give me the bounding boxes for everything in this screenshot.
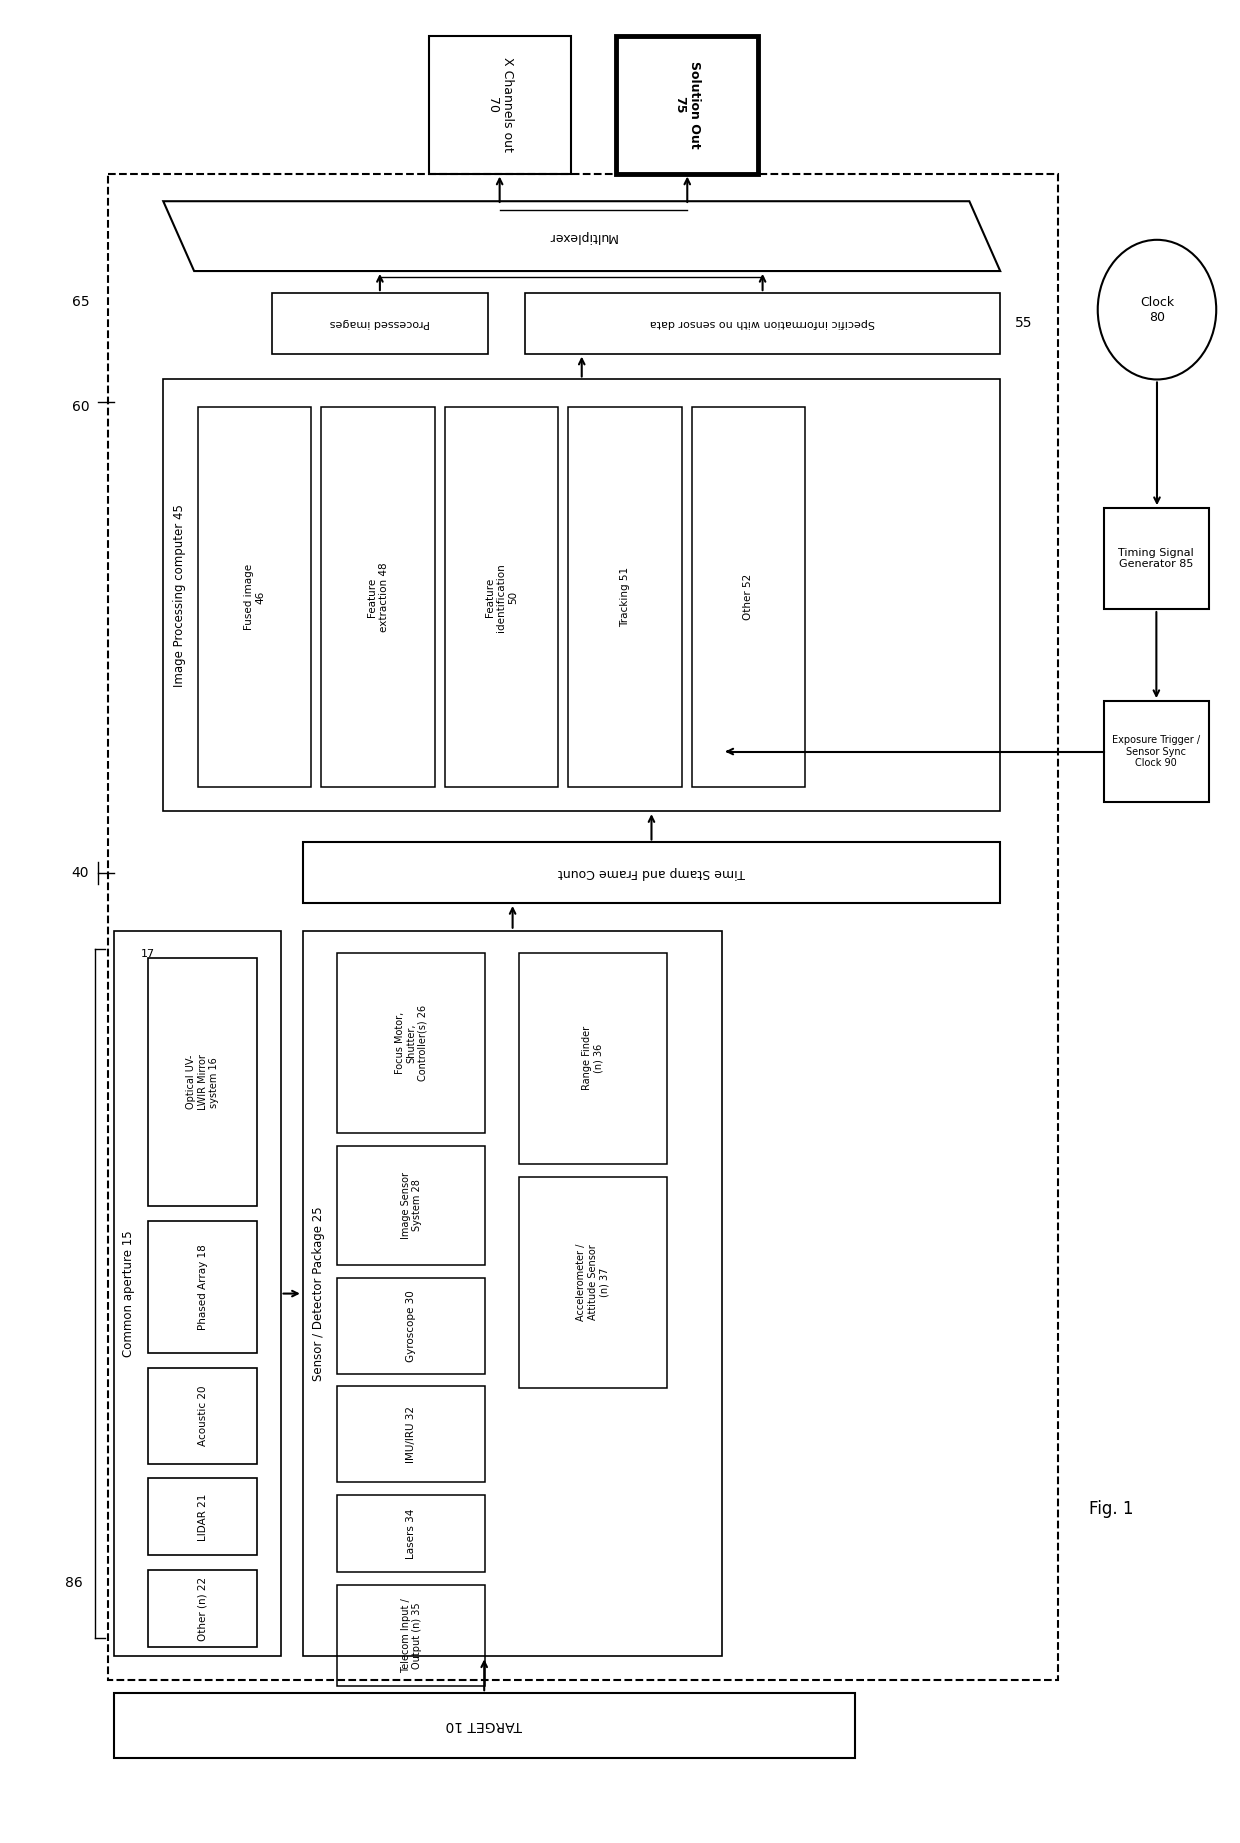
- Bar: [337, 1585, 485, 1686]
- Text: X Channels out
70: X Channels out 70: [486, 57, 513, 153]
- Bar: [198, 407, 311, 787]
- Text: Time Stamp and Frame Count: Time Stamp and Frame Count: [558, 866, 745, 879]
- Text: Fig. 1: Fig. 1: [1089, 1500, 1133, 1519]
- Bar: [337, 1386, 485, 1482]
- Bar: [429, 35, 570, 173]
- Bar: [525, 293, 1001, 354]
- Text: 65: 65: [72, 295, 89, 310]
- Text: 40: 40: [72, 866, 89, 879]
- Bar: [149, 958, 257, 1207]
- Text: Image Sensor
System 28: Image Sensor System 28: [401, 1172, 422, 1238]
- Bar: [568, 407, 682, 787]
- Text: Clock
80: Clock 80: [1140, 295, 1174, 324]
- Text: Multiplexer: Multiplexer: [547, 230, 616, 243]
- Bar: [616, 35, 758, 173]
- Bar: [108, 173, 1058, 1681]
- Text: Fused image
46: Fused image 46: [244, 564, 265, 630]
- Text: Feature
extraction 48: Feature extraction 48: [367, 562, 389, 632]
- Text: Other (n) 22: Other (n) 22: [197, 1576, 208, 1640]
- Bar: [1104, 509, 1209, 610]
- Bar: [149, 1478, 257, 1555]
- Text: Accelerometer /
Attitude Sensor
(n) 37: Accelerometer / Attitude Sensor (n) 37: [577, 1244, 609, 1321]
- Bar: [337, 1495, 485, 1572]
- Bar: [272, 293, 487, 354]
- Bar: [303, 931, 723, 1657]
- Text: 86: 86: [66, 1576, 83, 1591]
- Text: Common aperture 15: Common aperture 15: [123, 1231, 135, 1356]
- Bar: [321, 407, 435, 787]
- Text: Exposure Trigger /
Sensor Sync
Clock 90: Exposure Trigger / Sensor Sync Clock 90: [1112, 735, 1200, 769]
- Text: Tracking 51: Tracking 51: [620, 568, 630, 627]
- Text: 17: 17: [141, 949, 155, 958]
- Text: Timing Signal
Generator 85: Timing Signal Generator 85: [1118, 547, 1194, 569]
- Bar: [164, 380, 1001, 811]
- Bar: [445, 407, 558, 787]
- Text: 55: 55: [1016, 317, 1033, 330]
- Text: Processed images: Processed images: [330, 319, 430, 328]
- Bar: [149, 1570, 257, 1648]
- Text: Specific information with no sensor data: Specific information with no sensor data: [650, 319, 875, 328]
- Text: Acoustic 20: Acoustic 20: [197, 1386, 208, 1447]
- Bar: [337, 1277, 485, 1373]
- Text: Focus Motor,
Shutter,
Controller(s) 26: Focus Motor, Shutter, Controller(s) 26: [394, 1004, 428, 1080]
- Text: LIDAR 21: LIDAR 21: [197, 1493, 208, 1541]
- Text: Optical UV-
LWIR Mirror
system 16: Optical UV- LWIR Mirror system 16: [186, 1054, 219, 1109]
- Text: IMU/IRU 32: IMU/IRU 32: [407, 1406, 417, 1463]
- Text: 60: 60: [72, 400, 89, 415]
- Bar: [114, 1694, 854, 1758]
- Bar: [149, 1368, 257, 1463]
- Bar: [337, 1146, 485, 1264]
- Bar: [1104, 700, 1209, 802]
- Text: Gyroscope 30: Gyroscope 30: [407, 1290, 417, 1362]
- Bar: [692, 407, 805, 787]
- Text: Other 52: Other 52: [744, 573, 754, 621]
- Text: Sensor / Detector Package 25: Sensor / Detector Package 25: [312, 1207, 325, 1380]
- Bar: [149, 1222, 257, 1353]
- Text: TARGET 10: TARGET 10: [446, 1718, 522, 1732]
- Text: Lasers 34: Lasers 34: [407, 1508, 417, 1559]
- Text: Feature
identification
50: Feature identification 50: [485, 562, 518, 632]
- Text: Image Processing computer 45: Image Processing computer 45: [172, 503, 186, 687]
- Text: Telecom Input /
Output (n) 35: Telecom Input / Output (n) 35: [401, 1598, 422, 1673]
- Bar: [303, 842, 1001, 903]
- Bar: [518, 1178, 667, 1388]
- Text: Solution Out
75: Solution Out 75: [673, 61, 702, 149]
- Bar: [337, 953, 485, 1133]
- Bar: [518, 953, 667, 1165]
- Text: Phased Array 18: Phased Array 18: [197, 1244, 208, 1331]
- Bar: [114, 931, 280, 1657]
- Text: Range Finder
(n) 36: Range Finder (n) 36: [582, 1027, 604, 1091]
